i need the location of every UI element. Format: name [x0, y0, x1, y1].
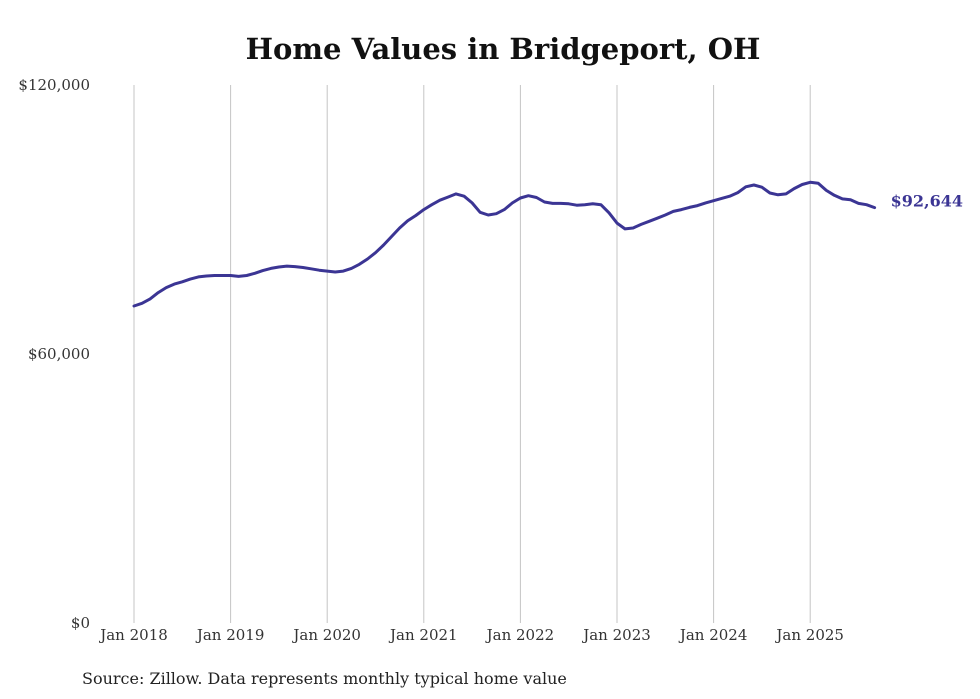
- y-tick-label: $60,000: [28, 345, 90, 363]
- chart-title: Home Values in Bridgeport, OH: [246, 32, 761, 66]
- y-tick-label: $0: [71, 614, 90, 632]
- x-tick-label: Jan 2022: [485, 626, 555, 644]
- x-tick-label: Jan 2019: [195, 626, 265, 644]
- x-axis-tick-labels: Jan 2018 Jan 2019 Jan 2020 Jan 2021 Jan 2022…: [98, 626, 844, 644]
- source-note: Source: Zillow. Data represents monthly …: [82, 669, 567, 688]
- vertical-gridlines: [133, 85, 811, 623]
- x-tick-label: Jan 2018: [98, 626, 168, 644]
- x-tick-label: Jan 2020: [291, 626, 361, 644]
- x-tick-label: Jan 2025: [774, 626, 844, 644]
- x-tick-label: Jan 2023: [581, 626, 651, 644]
- latest-value-label: $92,644: [891, 192, 963, 211]
- x-tick-label: Jan 2024: [678, 626, 748, 644]
- x-tick-label: Jan 2021: [388, 626, 458, 644]
- home-value-series-line: [132, 180, 877, 308]
- y-tick-label: $120,000: [18, 76, 90, 94]
- y-axis-tick-labels: $0 $60,000 $120,000: [18, 76, 90, 632]
